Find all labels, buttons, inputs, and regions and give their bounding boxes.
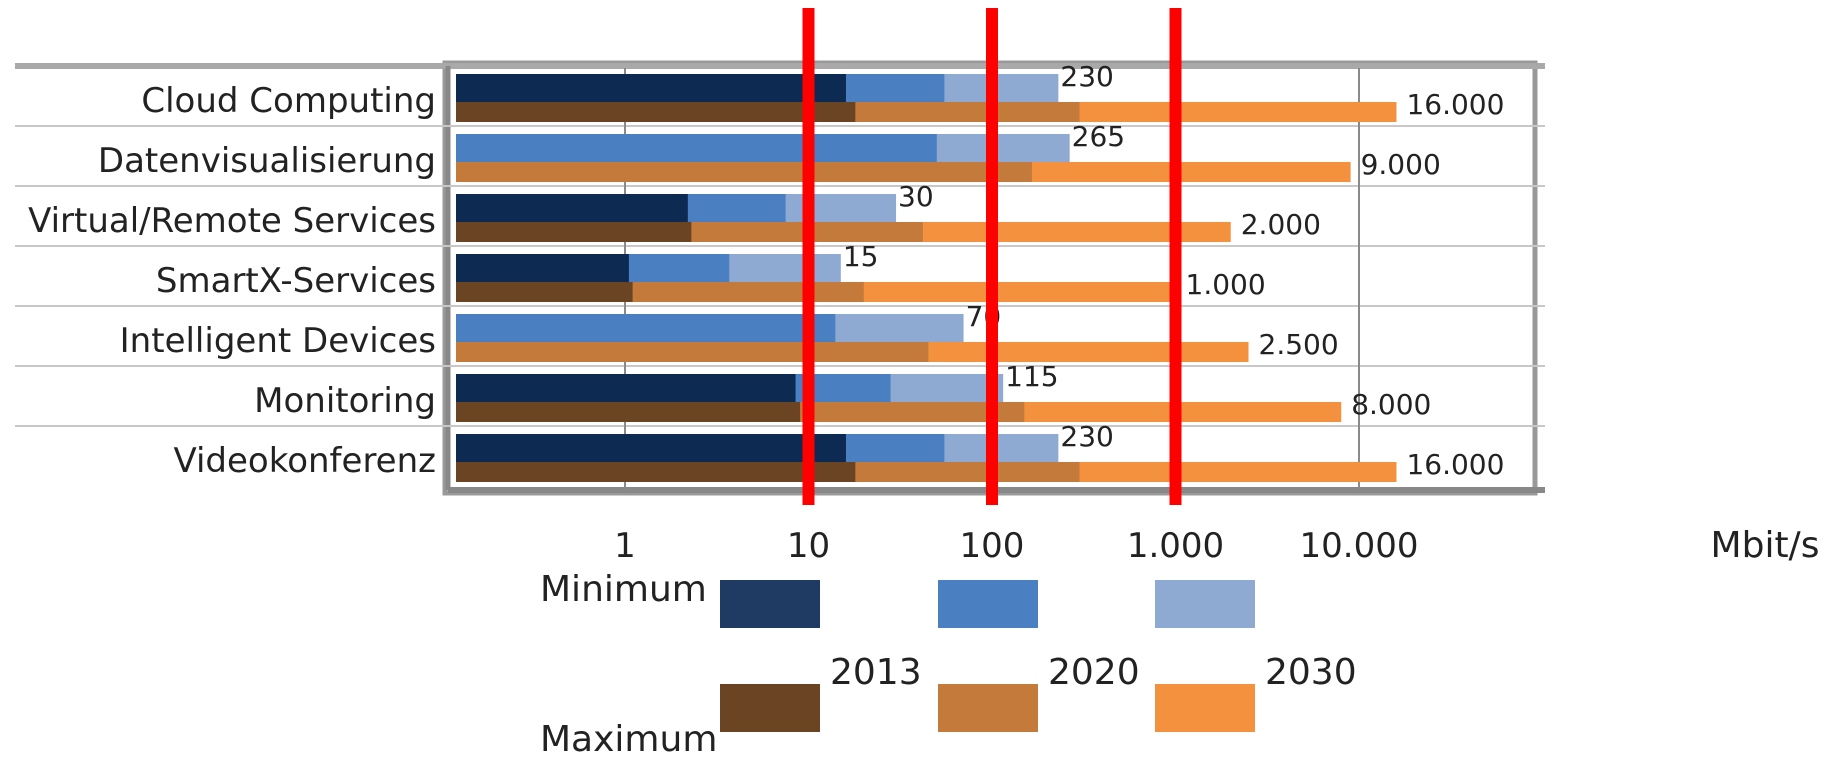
bar-min-2013 [456, 74, 846, 102]
data-label-max: 16.000 [1406, 448, 1504, 481]
data-label-min: 265 [1072, 120, 1125, 153]
red-marker-line [1169, 8, 1182, 505]
bar-max-2013 [456, 282, 633, 302]
bar-max-2020 [456, 342, 929, 362]
bars [456, 74, 1397, 482]
bar-min-2013 [456, 194, 688, 222]
category-label: Videokonferenz [173, 441, 436, 481]
data-label-max: 1.000 [1186, 268, 1266, 301]
category-label: Virtual/Remote Services [28, 201, 436, 241]
category-label: SmartX-Services [156, 261, 436, 301]
bar-min-2013 [456, 374, 796, 402]
data-label-max: 9.000 [1361, 148, 1441, 181]
legend-year-2030: 2030 [1265, 652, 1357, 693]
legend-swatch-2020-min [938, 580, 1038, 628]
x-tick-label: 10 [787, 526, 830, 566]
bar-max-2020 [456, 162, 1032, 182]
legend-year-2013: 2013 [830, 652, 922, 693]
bar-max-2013 [456, 222, 692, 242]
x-tick-labels: 1 10 100 1.000 10.000 [614, 526, 1418, 566]
data-label-min: 230 [1060, 420, 1113, 453]
bar-max-2013 [456, 462, 856, 482]
bar-min-2020 [456, 314, 836, 342]
legend-maximum-label: Maximum [540, 719, 718, 760]
category-label: Intelligent Devices [120, 321, 436, 361]
legend-swatch-2020-max [938, 684, 1038, 732]
legend-swatch-2013-min [720, 580, 820, 628]
legend-swatch-2030-max [1155, 684, 1255, 732]
data-label-min: 30 [898, 180, 934, 213]
data-label-max: 8.000 [1351, 388, 1431, 421]
bar-max-2013 [456, 402, 801, 422]
data-label-max: 2.000 [1241, 208, 1321, 241]
bar-min-2013 [456, 434, 846, 462]
data-label-max: 16.000 [1406, 88, 1504, 121]
highlight-lines [802, 8, 1182, 505]
data-label-min: 230 [1060, 60, 1113, 93]
data-label-max: 2.500 [1259, 328, 1339, 361]
bar-min-2020 [456, 134, 937, 162]
data-labels: 23016.0002659.000302.000151.000702.50011… [843, 60, 1505, 481]
data-label-min: 115 [1005, 360, 1058, 393]
category-label: Datenvisualisierung [98, 141, 436, 181]
x-tick-label: 1.000 [1127, 526, 1224, 566]
legend-year-2020: 2020 [1048, 652, 1140, 693]
red-marker-line [802, 8, 815, 505]
category-label: Cloud Computing [141, 81, 436, 121]
legend-swatch-2013-max [720, 684, 820, 732]
red-marker-line [986, 8, 998, 505]
x-tick-label: 10.000 [1300, 526, 1419, 566]
bar-min-2013 [456, 254, 629, 282]
category-label: Monitoring [254, 381, 436, 421]
legend-minimum-label: Minimum [540, 569, 707, 610]
x-tick-label: 100 [960, 526, 1025, 566]
unit-label: Mbit/s [1711, 525, 1820, 566]
legend-swatch-2030-min [1155, 580, 1255, 628]
data-label-min: 15 [843, 240, 879, 273]
x-tick-label: 1 [614, 526, 636, 566]
bar-max-2013 [456, 102, 856, 122]
category-labels: Cloud Computing Datenvisualisierung Virtua… [28, 81, 436, 481]
